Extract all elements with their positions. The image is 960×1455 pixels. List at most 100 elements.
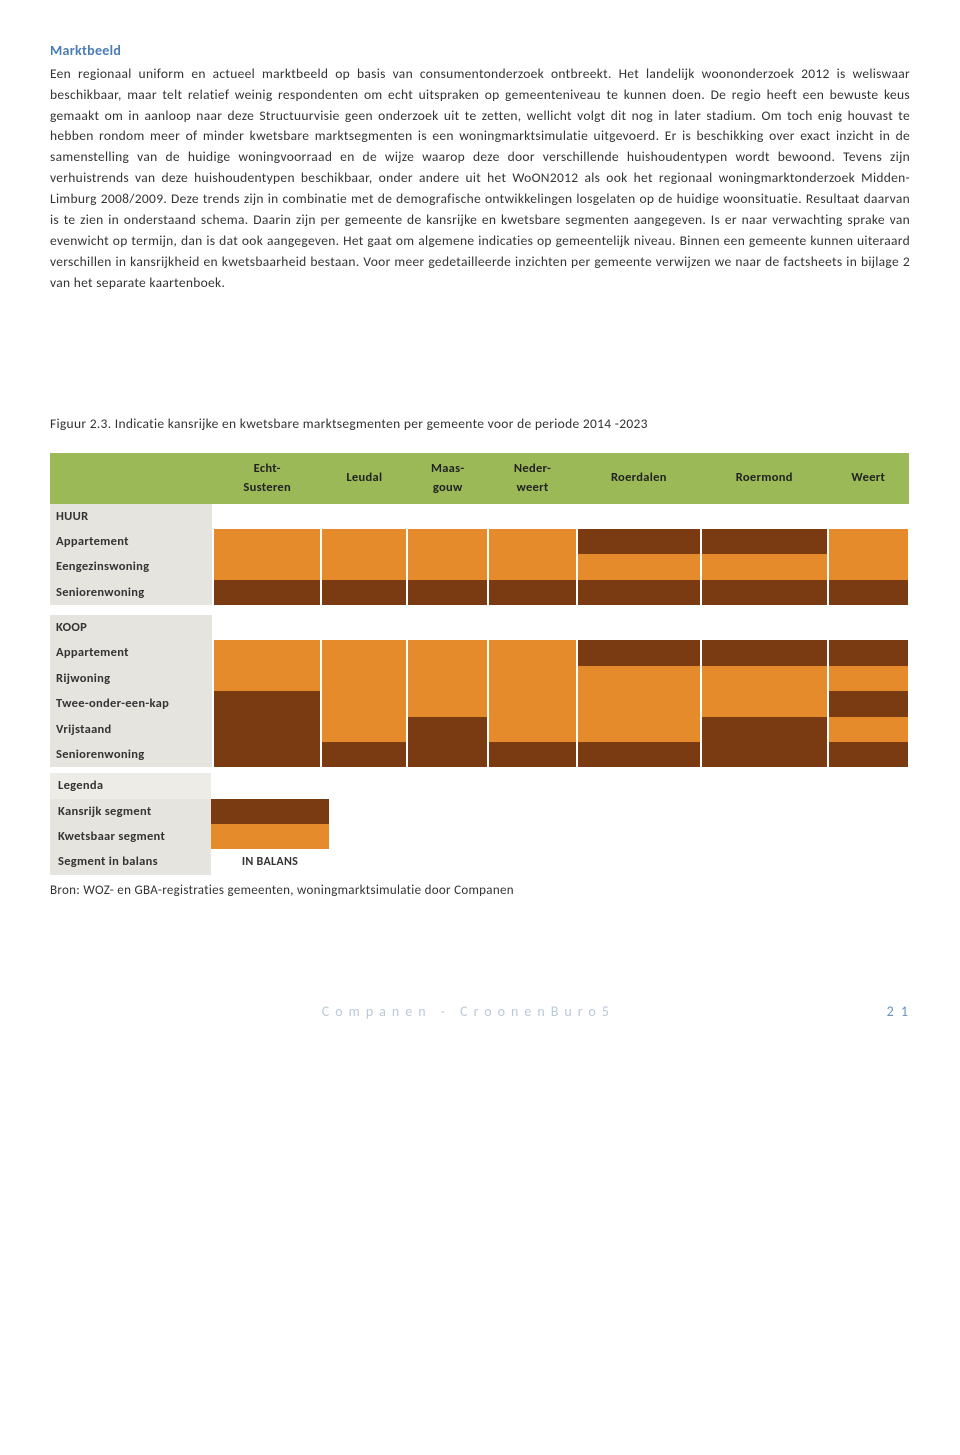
- group-title: KOOP: [50, 615, 213, 640]
- matrix-cell: [488, 580, 576, 605]
- matrix-cell: [407, 717, 488, 742]
- section-title: Marktbeeld: [50, 40, 910, 62]
- legend-swatch: [211, 799, 329, 824]
- row-label: Twee-onder-een-kap: [50, 691, 213, 716]
- row-label: Seniorenwoning: [50, 580, 213, 605]
- matrix-cell: [828, 666, 909, 691]
- matrix-cell: [701, 529, 828, 554]
- body-paragraph: Een regionaal uniform en actueel marktbe…: [50, 64, 910, 294]
- row-label: Appartement: [50, 529, 213, 554]
- cell-empty: [701, 504, 828, 529]
- matrix-cell: [701, 717, 828, 742]
- matrix-cell: [577, 554, 701, 579]
- matrix-cell: [213, 529, 321, 554]
- cell-empty: [213, 504, 321, 529]
- matrix-cell: [577, 691, 701, 716]
- matrix-cell: [321, 717, 407, 742]
- cell-empty: [488, 504, 576, 529]
- figure-caption: Figuur 2.3. Indicatie kansrijke en kwets…: [50, 414, 910, 435]
- matrix-cell: [407, 580, 488, 605]
- cell-empty: [828, 615, 909, 640]
- matrix-cell: [213, 640, 321, 665]
- matrix-cell: [488, 742, 576, 767]
- matrix-cell: [407, 691, 488, 716]
- legend-label: Kansrijk segment: [50, 799, 211, 824]
- matrix-cell: [701, 554, 828, 579]
- matrix-cell: [488, 640, 576, 665]
- matrix-cell: [577, 580, 701, 605]
- footer-org: Companen - CroonenBuro5: [322, 1003, 615, 1020]
- column-header: Echt-Susteren: [213, 453, 321, 504]
- row-label: Vrijstaand: [50, 717, 213, 742]
- matrix-cell: [577, 717, 701, 742]
- matrix-cell: [488, 529, 576, 554]
- cell-empty: [488, 615, 576, 640]
- legend-swatch: [211, 824, 329, 849]
- matrix-cell: [213, 742, 321, 767]
- page-footer: Companen - CroonenBuro5 2 1: [50, 1001, 910, 1023]
- matrix-cell: [213, 666, 321, 691]
- column-header: Roerdalen: [577, 453, 701, 504]
- matrix-cell: [828, 580, 909, 605]
- matrix-cell: [213, 717, 321, 742]
- table-header: Echt-SusterenLeudalMaas-gouwNeder-weertR…: [50, 453, 909, 504]
- matrix-cell: [321, 640, 407, 665]
- cell-empty: [213, 615, 321, 640]
- matrix-cell: [701, 666, 828, 691]
- matrix-cell: [321, 529, 407, 554]
- cell-empty: [321, 504, 407, 529]
- matrix-cell: [213, 691, 321, 716]
- column-header: Leudal: [321, 453, 407, 504]
- legend-swatch: IN BALANS: [211, 849, 329, 874]
- matrix-cell: [488, 717, 576, 742]
- matrix-cell: [321, 742, 407, 767]
- matrix-cell: [701, 742, 828, 767]
- column-header: Roermond: [701, 453, 828, 504]
- segment-matrix-table: Echt-SusterenLeudalMaas-gouwNeder-weertR…: [50, 453, 910, 768]
- matrix-cell: [577, 666, 701, 691]
- group-title: HUUR: [50, 504, 213, 529]
- matrix-cell: [577, 742, 701, 767]
- cell-empty: [321, 615, 407, 640]
- matrix-cell: [407, 554, 488, 579]
- footer-page-number: 2 1: [887, 1001, 910, 1023]
- legend-label: Kwetsbaar segment: [50, 824, 211, 849]
- column-header: Neder-weert: [488, 453, 576, 504]
- cell-empty: [701, 615, 828, 640]
- matrix-cell: [407, 666, 488, 691]
- matrix-cell: [321, 691, 407, 716]
- figure-source: Bron: WOZ- en GBA-registraties gemeenten…: [50, 881, 910, 901]
- matrix-cell: [828, 640, 909, 665]
- matrix-cell: [407, 640, 488, 665]
- matrix-cell: [828, 717, 909, 742]
- cell-empty: [577, 504, 701, 529]
- matrix-cell: [488, 691, 576, 716]
- row-label: Seniorenwoning: [50, 742, 213, 767]
- header-blank: [50, 453, 213, 504]
- cell-empty: [828, 504, 909, 529]
- cell-empty: [407, 615, 488, 640]
- matrix-cell: [577, 640, 701, 665]
- matrix-cell: [321, 580, 407, 605]
- matrix-cell: [488, 554, 576, 579]
- matrix-cell: [488, 666, 576, 691]
- matrix-cell: [213, 554, 321, 579]
- cell-empty: [407, 504, 488, 529]
- matrix-cell: [828, 554, 909, 579]
- cell-empty: [577, 615, 701, 640]
- matrix-cell: [828, 691, 909, 716]
- row-label: Appartement: [50, 640, 213, 665]
- matrix-cell: [407, 742, 488, 767]
- matrix-cell: [321, 554, 407, 579]
- matrix-cell: [701, 691, 828, 716]
- matrix-cell: [321, 666, 407, 691]
- legend-table: Legenda Kansrijk segmentKwetsbaar segmen…: [50, 773, 329, 875]
- matrix-cell: [213, 580, 321, 605]
- matrix-cell: [407, 529, 488, 554]
- matrix-cell: [577, 529, 701, 554]
- column-header: Weert: [828, 453, 909, 504]
- matrix-cell: [701, 640, 828, 665]
- matrix-cell: [828, 742, 909, 767]
- legend-title: Legenda: [50, 773, 211, 798]
- matrix-cell: [828, 529, 909, 554]
